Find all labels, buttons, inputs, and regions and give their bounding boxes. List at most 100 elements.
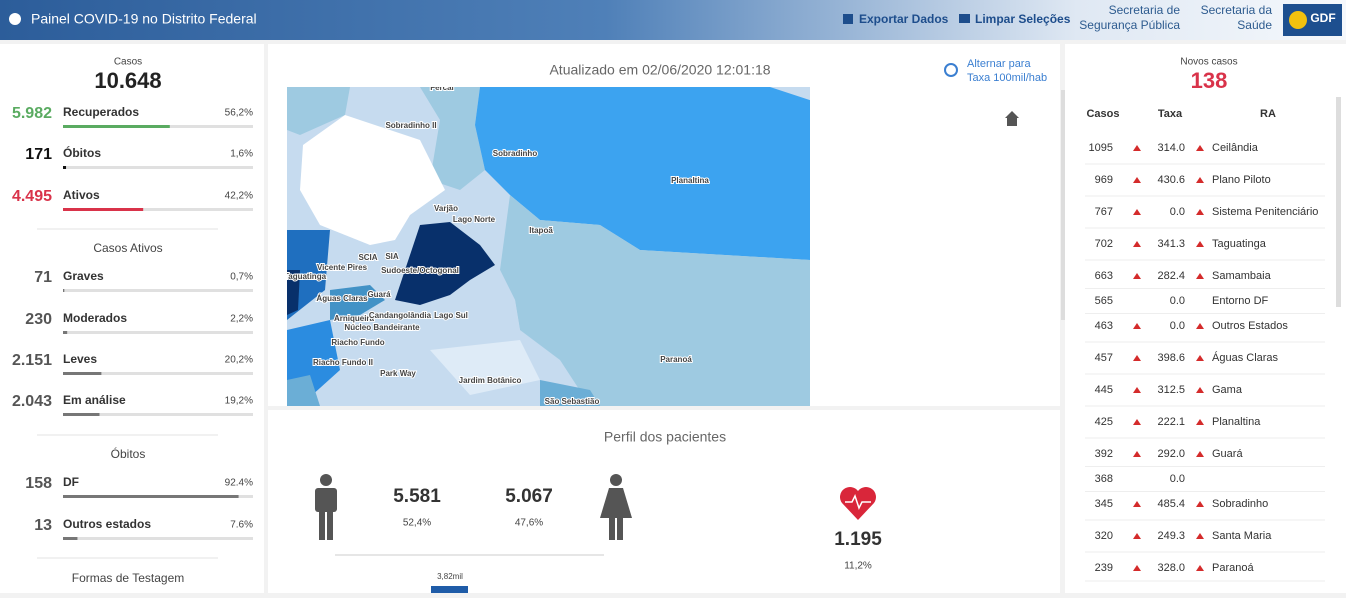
cell-ra: Outros Estados (1212, 320, 1288, 332)
clear-button[interactable]: Limpar Seleções (975, 12, 1071, 26)
map-label: Núcleo Bandeirante (344, 323, 420, 332)
up-arrow (1196, 323, 1204, 329)
label: Recuperados (63, 105, 139, 119)
region (420, 87, 485, 190)
bar (63, 125, 170, 128)
bar-track (63, 537, 253, 540)
toggle[interactable]: Taxa 100mil/hab (967, 72, 1047, 84)
cell-cases: 345 (1095, 498, 1113, 510)
up-arrow (1133, 565, 1141, 571)
toggle-icon[interactable] (944, 63, 958, 77)
cell-cases: 425 (1095, 416, 1113, 428)
profile-title: Perfil dos pacientes (604, 429, 726, 445)
cell-rate: 0.0 (1170, 320, 1185, 332)
section-title: Formas de Testagem (72, 571, 185, 585)
scrollbar[interactable] (1336, 97, 1341, 307)
cell-rate: 0.0 (1170, 206, 1185, 218)
toggle[interactable]: Alternar para (967, 58, 1031, 70)
cell-ra: Paranoá (1212, 562, 1254, 574)
logo-icon (9, 13, 21, 25)
cell-ra: Santa Maria (1212, 530, 1272, 542)
bar (63, 537, 78, 540)
section-title: Casos Ativos (93, 241, 162, 255)
new-cases-label: Novos casos (1180, 57, 1237, 68)
up-arrow (1196, 177, 1204, 183)
label: Óbitos (63, 145, 101, 160)
comorbid-pct: 11,2% (844, 561, 872, 572)
region (500, 195, 810, 406)
saude-link[interactable]: Saúde (1237, 18, 1272, 32)
gdf-sun (1289, 11, 1307, 29)
up-arrow (1133, 533, 1141, 539)
up-arrow (1133, 419, 1141, 425)
gdf-text: GDF (1310, 11, 1335, 25)
col-header[interactable]: RA (1260, 108, 1276, 120)
map-label: Planaltina (671, 176, 709, 185)
cell-cases: 1095 (1089, 142, 1113, 154)
cell-cases: 239 (1095, 562, 1113, 574)
map-label: Vicente Pires (317, 263, 368, 272)
label: DF (63, 475, 79, 489)
label: Graves (63, 269, 104, 283)
bar-track (63, 413, 253, 416)
map-label: Varjão (434, 204, 458, 213)
count: 2.151 (12, 352, 52, 369)
col-header[interactable]: Taxa (1158, 108, 1183, 120)
new-cases-total: 138 (1191, 68, 1228, 93)
cell-rate: 328.0 (1157, 562, 1185, 574)
cell-rate: 485.4 (1157, 498, 1185, 510)
cell-cases: 320 (1095, 530, 1113, 542)
region (540, 380, 600, 406)
up-arrow (1133, 145, 1141, 151)
saude-link[interactable]: Secretaria da (1201, 3, 1273, 17)
cell-rate: 249.3 (1157, 530, 1185, 542)
col-header[interactable]: Casos (1086, 108, 1119, 120)
man-icon (315, 474, 337, 540)
bar (63, 372, 102, 375)
pct: 1,6% (230, 149, 253, 160)
cell-cases: 663 (1095, 270, 1113, 282)
cell-ra: Ceilândia (1212, 142, 1259, 154)
up-arrow (1196, 209, 1204, 215)
up-arrow (1196, 387, 1204, 393)
bar (63, 208, 144, 211)
cell-ra: Entorno DF (1212, 295, 1269, 307)
map-label: Arniqueira (334, 314, 375, 323)
cell-rate: 0.0 (1170, 473, 1185, 485)
count: 71 (34, 269, 52, 286)
women-pct: 47,6% (515, 518, 543, 529)
heart-pulse (845, 494, 871, 510)
map-label: Lago Norte (453, 215, 496, 224)
cell-cases: 565 (1095, 295, 1113, 307)
up-arrow (1133, 323, 1141, 329)
label: Ativos (63, 188, 100, 202)
updated: Atualizado em 02/06/2020 12:01:18 (549, 62, 770, 78)
pct: 56,2% (225, 108, 253, 119)
bar-track (63, 372, 253, 375)
right-panel (1065, 44, 1346, 593)
count: 5.982 (12, 105, 52, 122)
map-label: São Sebastião (545, 397, 600, 406)
cell-rate: 312.5 (1157, 384, 1185, 396)
cell-rate: 292.0 (1157, 448, 1185, 460)
export-button[interactable]: Exportar Dados (859, 12, 949, 26)
scrollbar[interactable] (1061, 90, 1065, 320)
region (450, 270, 520, 330)
cell-ra: Guará (1212, 448, 1243, 460)
up-arrow (1196, 501, 1204, 507)
home-icon[interactable] (1007, 118, 1017, 126)
up-arrow (1196, 355, 1204, 361)
cell-ra: Águas Claras (1212, 351, 1279, 364)
up-arrow (1196, 451, 1204, 457)
header (0, 0, 1346, 40)
map: Fercal Sobradinho II Sobradinho Planalti… (287, 87, 810, 406)
pct: 20,2% (225, 355, 253, 366)
bar (63, 331, 68, 334)
woman-icon (600, 474, 632, 540)
ssp-link[interactable]: Segurança Pública (1079, 18, 1180, 32)
region (475, 87, 810, 260)
ssp-link[interactable]: Secretaria de (1109, 3, 1181, 17)
home-icon[interactable] (1005, 111, 1019, 118)
pct: 42,2% (225, 191, 253, 202)
